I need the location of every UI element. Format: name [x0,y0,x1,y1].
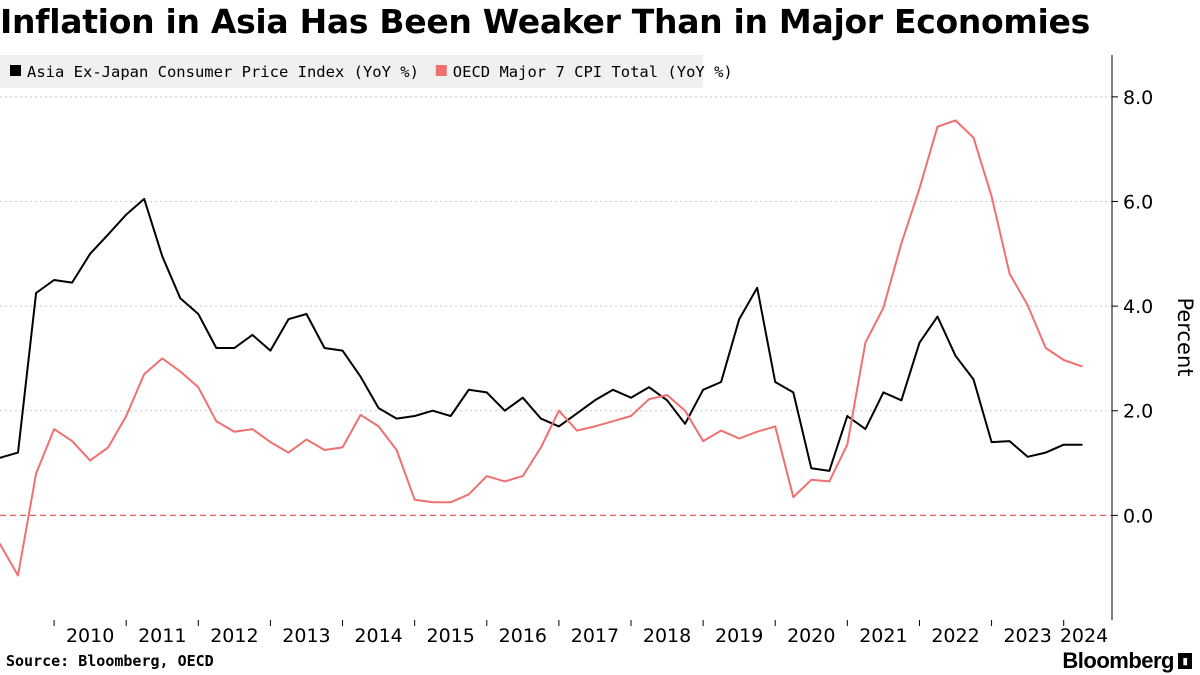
bloomberg-logo: Bloomberg ▮ [1062,648,1192,674]
gridlines [0,96,1112,412]
y-tick-label: 0.0 [1123,505,1153,527]
chart-title: Inflation in Asia Has Been Weaker Than i… [0,2,1090,41]
x-tick-label: 2019 [715,625,763,647]
legend-swatch [435,65,447,76]
y-tick-label: 8.0 [1123,87,1153,109]
legend-swatch [10,65,21,76]
axes: 0.0 2.0 4.0 6.0 8.0 Percent 2010 2011 2012 2013 20… [53,55,1197,647]
legend-label: Asia Ex-Japan Consumer Price Index (YoY … [27,63,419,81]
legend-label: OECD Major 7 CPI Total (YoY %) [453,63,733,81]
bloomberg-terminal-icon: ▮ [1178,653,1192,669]
x-tick-label: 2020 [787,625,835,647]
x-tick-label: 2021 [859,625,907,647]
series-line-asia-cpi [0,197,1083,472]
legend: Asia Ex-Japan Consumer Price Index (YoY … [0,55,733,88]
x-tick-label: 2014 [354,625,402,647]
x-tick-label: 2022 [931,625,979,647]
source-note: Source: Bloomberg, OECD [6,652,214,670]
x-tick-label: 2016 [499,625,547,647]
x-tick-label: 2017 [571,625,619,647]
x-tick-label: 2015 [427,625,475,647]
x-tick-label: 2010 [66,625,114,647]
x-tick-label: 2018 [643,625,691,647]
x-tick-label: 2011 [138,625,186,647]
series-line-oecd-cpi [0,119,1083,577]
x-tick-label: 2024 [1060,625,1108,647]
y-tick-label: 6.0 [1123,191,1153,213]
y-tick-label: 2.0 [1123,401,1153,423]
x-tick-label: 2023 [1003,625,1051,647]
y-axis-label: Percent [1173,297,1197,376]
y-tick-label: 4.0 [1123,296,1153,318]
brand-name: Bloomberg [1062,648,1174,673]
legend-box [0,55,703,88]
x-tick-label: 2013 [282,625,330,647]
x-tick-label: 2012 [210,625,258,647]
series-lines [0,119,1083,577]
